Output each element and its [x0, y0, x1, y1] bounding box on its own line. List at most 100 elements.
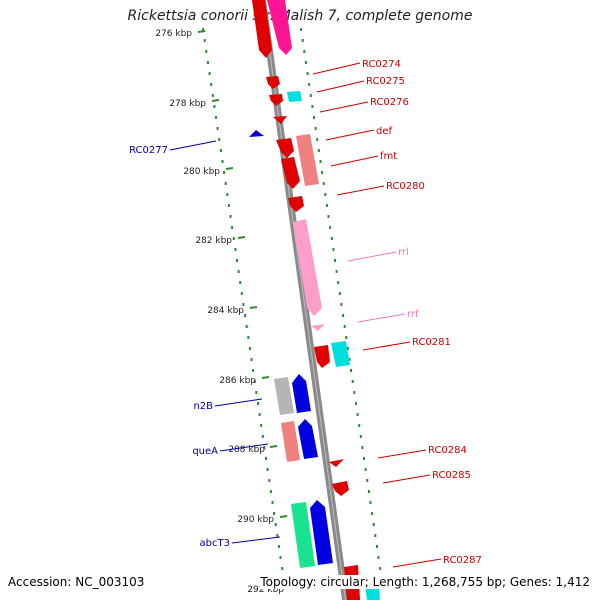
track-dot	[334, 259, 336, 262]
track-dot	[316, 138, 319, 141]
track-dot	[215, 116, 217, 119]
track-dot	[359, 435, 362, 438]
tick-284: 284 kbp	[207, 306, 258, 316]
track-dot	[224, 182, 227, 185]
label-RC0281[interactable]: RC0281	[412, 337, 451, 348]
track-dot	[248, 347, 251, 350]
gene-fmt	[281, 157, 300, 189]
track-dot	[250, 358, 253, 361]
track-dot	[203, 39, 206, 42]
track-dot	[351, 380, 354, 383]
track-dot	[366, 479, 369, 482]
label-RC0287[interactable]: RC0287	[443, 555, 482, 566]
track-dot	[257, 402, 259, 405]
label-RC0280[interactable]: RC0280	[386, 181, 425, 192]
track-dot	[308, 83, 311, 86]
track-dot	[329, 226, 332, 229]
tick-288: 288 kbp	[228, 445, 278, 455]
track-dot	[219, 149, 222, 152]
track-dot	[306, 72, 309, 75]
track-dot	[266, 468, 269, 471]
track-dot	[311, 105, 314, 108]
gene-queA-ortholog	[281, 421, 300, 462]
coordinate-ticks: 276 kbp 278 kbp 280 kbp 282 kbp 284 kbp …	[155, 29, 288, 595]
track-dot	[324, 193, 327, 196]
track-dot	[206, 61, 209, 64]
label-abcT3[interactable]: abcT3	[200, 538, 230, 549]
label-RC0276[interactable]: RC0276	[370, 97, 409, 108]
gene-RC0274	[266, 76, 280, 89]
gene-RC0275	[269, 94, 283, 106]
track-dot	[221, 160, 224, 163]
track-dot	[253, 380, 256, 383]
label-def[interactable]: def	[376, 126, 393, 137]
gene-n2B	[292, 374, 311, 413]
label-rrl[interactable]: rrl	[398, 247, 409, 258]
track-dot	[277, 545, 280, 548]
track-dot	[345, 336, 348, 339]
label-RC0285[interactable]: RC0285	[432, 470, 471, 481]
tick-label-286: 286 kbp	[219, 376, 256, 386]
track-dot	[273, 512, 276, 515]
track-dot	[348, 358, 351, 361]
gene-RC0281	[314, 345, 330, 368]
track-dot	[265, 457, 267, 460]
track-dot	[371, 512, 374, 515]
track-dot	[356, 413, 359, 416]
track-dot	[375, 545, 378, 548]
track-dot	[244, 314, 247, 317]
track-dot	[337, 281, 340, 284]
track-dot	[208, 72, 211, 75]
track-dot	[304, 61, 307, 64]
label-RC0277[interactable]: RC0277	[129, 145, 168, 156]
gene-RC0284	[329, 459, 344, 467]
track-dot	[325, 204, 328, 207]
track-dot	[317, 149, 320, 152]
label-RC0275[interactable]: RC0275	[366, 76, 405, 87]
track-dot	[301, 39, 304, 42]
label-n2B[interactable]: n2B	[193, 401, 213, 412]
track-dot	[374, 534, 377, 537]
track-dot	[216, 127, 219, 130]
track-dot	[313, 116, 315, 119]
track-dot	[353, 391, 356, 394]
label-RC0274[interactable]: RC0274	[362, 59, 401, 70]
track-dot	[361, 446, 364, 449]
label-RC0284[interactable]: RC0284	[428, 445, 467, 456]
track-dot	[346, 347, 349, 350]
track-dot	[229, 215, 232, 218]
label-rrf[interactable]: rrf	[407, 309, 419, 320]
track-dot	[340, 303, 343, 306]
track-dot	[338, 292, 341, 295]
gene-top-magenta	[267, 0, 292, 55]
track-dot	[261, 435, 264, 438]
tick-label-280: 280 kbp	[183, 167, 220, 177]
track-dot	[231, 226, 234, 229]
tick-label-284: 284 kbp	[207, 306, 244, 316]
tick-label-276: 276 kbp	[155, 29, 192, 39]
track-dot	[213, 105, 216, 108]
genome-summary: Topology: circular; Length: 1,268,755 bp…	[260, 575, 590, 589]
label-queA[interactable]: queA	[192, 446, 218, 457]
track-dot	[358, 424, 361, 427]
tick-label-288: 288 kbp	[228, 445, 265, 455]
gene-abcT3	[310, 500, 333, 565]
gene-rrl	[293, 219, 322, 316]
track-dot	[322, 182, 325, 185]
gene-RC0277	[249, 130, 264, 137]
track-dot	[363, 457, 365, 460]
gene-RC0285	[332, 481, 349, 496]
track-dot	[232, 237, 235, 240]
track-dot	[260, 424, 263, 427]
track-dot	[268, 479, 271, 482]
track-dot	[335, 270, 338, 273]
track-dot	[309, 94, 312, 97]
tick-label-278: 278 kbp	[169, 99, 206, 109]
track-dot	[367, 490, 370, 493]
gene-def	[276, 138, 294, 158]
tick-276: 276 kbp	[155, 29, 206, 39]
label-fmt[interactable]: fmt	[380, 151, 397, 162]
track-dot	[255, 391, 258, 394]
